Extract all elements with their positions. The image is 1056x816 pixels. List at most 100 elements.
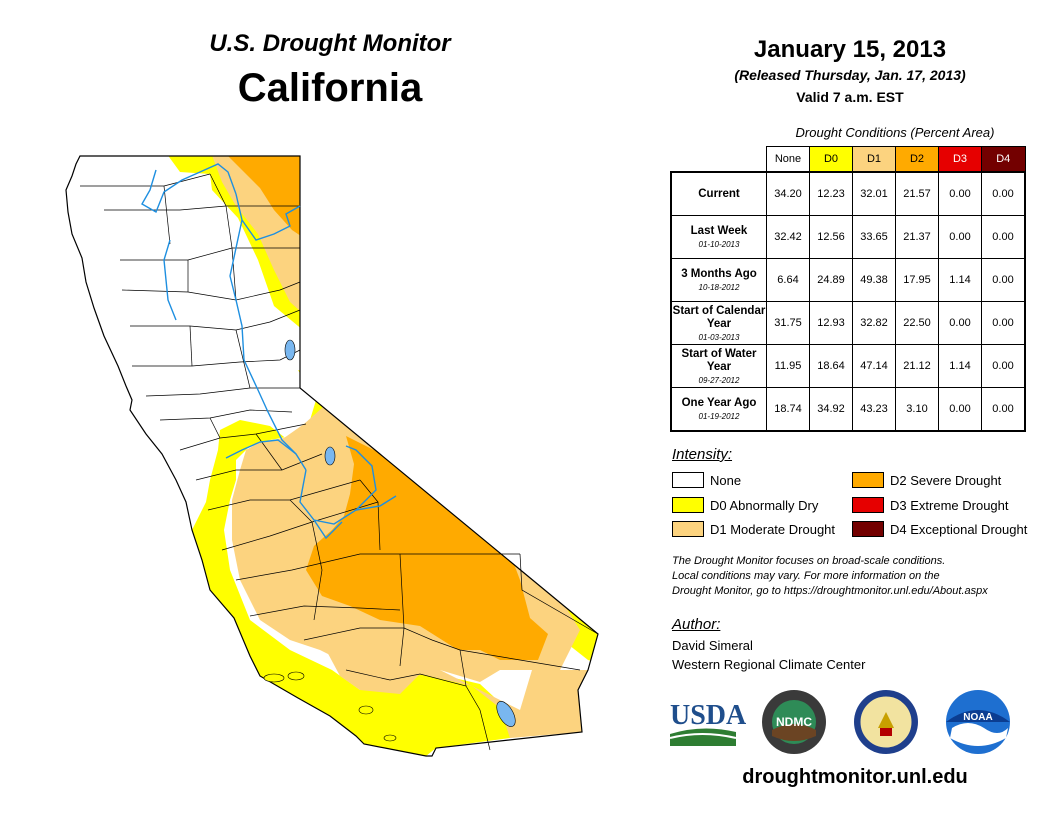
- legend-swatch: [672, 521, 704, 537]
- map-date: January 15, 2013: [753, 36, 947, 63]
- table-cell: 12.56: [809, 215, 853, 259]
- table-cell: 12.23: [809, 171, 853, 216]
- table-cell: 18.74: [766, 387, 810, 432]
- category-header: None: [766, 146, 810, 173]
- drought-statistics-table: None D0 D1 D2 D3 D4 Current 34.20 12.23 32.01 21.5…: [670, 146, 1026, 432]
- table-cell: 11.95: [766, 344, 810, 388]
- legend-label: None: [710, 472, 742, 488]
- row-label: Current: [670, 171, 767, 216]
- row-label: 3 Months Ago 10-18-2012: [670, 258, 767, 302]
- table-cell: 21.12: [895, 344, 939, 388]
- svg-text:NDMC: NDMC: [776, 715, 812, 729]
- legend-label: D3 Extreme Drought: [890, 497, 1009, 513]
- row-label: Last Week 01-10-2013: [670, 215, 767, 259]
- legend-label: D2 Severe Drought: [890, 472, 1002, 488]
- table-row: Last Week 01-10-2013 32.42 12.56 33.65 21.37 0…: [670, 215, 1026, 259]
- row-date: 01-19-2012: [698, 412, 740, 421]
- legend-swatch: [852, 497, 884, 513]
- region-title: California: [237, 66, 423, 110]
- table-row: Start of Calendar Year 01-03-2013 31.75 12.…: [670, 301, 1026, 345]
- legend-item: D2 Severe Drought: [852, 471, 1001, 489]
- table-cell: 0.00: [981, 215, 1026, 259]
- salton-sea: [496, 701, 516, 727]
- legend-label: D1 Moderate Drought: [710, 521, 836, 537]
- legend-swatch: [852, 472, 884, 488]
- legend-label: D0 Abnormally Dry: [710, 497, 819, 513]
- release-date: (Released Thursday, Jan. 17, 2013): [734, 67, 966, 83]
- table-cell: 0.00: [981, 344, 1026, 388]
- category-header: D4: [981, 146, 1026, 173]
- table-header-row: None D0 D1 D2 D3 D4: [671, 146, 1026, 173]
- author-name: David Simeral: [672, 638, 753, 653]
- row-label: Start of Water Year 09-27-2012: [670, 344, 767, 388]
- table-row: One Year Ago 01-19-2012 18.74 34.92 43.23 3.1…: [670, 387, 1026, 432]
- table-cell: 1.14: [938, 258, 982, 302]
- table-cell: 22.50: [895, 301, 939, 345]
- category-header: D1: [852, 146, 896, 173]
- table-cell: 34.20: [766, 171, 810, 216]
- noaa-logo: NOAA: [946, 690, 1010, 754]
- table-cell: 31.75: [766, 301, 810, 345]
- table-row: 3 Months Ago 10-18-2012 6.64 24.89 49.38 17.9…: [670, 258, 1026, 302]
- row-date: 10-18-2012: [698, 283, 740, 292]
- table-cell: 43.23: [852, 387, 896, 432]
- table-cell: 33.65: [852, 215, 896, 259]
- disclaimer-note: The Drought Monitor focuses on broad-sca…: [672, 555, 988, 597]
- category-header: D2: [895, 146, 939, 173]
- legend-swatch: [672, 472, 704, 488]
- table-cell: 32.42: [766, 215, 810, 259]
- website-url[interactable]: droughtmonitor.unl.edu: [742, 766, 968, 788]
- rivers: [141, 163, 397, 540]
- table-cell: 18.64: [809, 344, 853, 388]
- legend-item: D0 Abnormally Dry: [672, 496, 818, 514]
- lake-tahoe: [284, 339, 296, 361]
- row-label: Start of Calendar Year 01-03-2013: [670, 301, 767, 345]
- category-header: D3: [938, 146, 982, 173]
- table-cell: 0.00: [938, 215, 982, 259]
- valid-time: Valid 7 a.m. EST: [796, 89, 904, 105]
- ndmc-logo: NDMC: [762, 690, 826, 754]
- legend-swatch: [852, 521, 884, 537]
- table-cell: 21.57: [895, 171, 939, 216]
- d1-area-south: [310, 620, 588, 738]
- table-cell: 0.00: [938, 387, 982, 432]
- svg-text:NOAA: NOAA: [963, 712, 992, 723]
- county-lines: [80, 173, 599, 751]
- table-cell: 0.00: [938, 171, 982, 216]
- table-cell: 0.00: [981, 258, 1026, 302]
- row-date: 01-10-2013: [698, 240, 740, 249]
- legend-title: Intensity:: [672, 446, 733, 463]
- table-cell: 0.00: [981, 387, 1026, 432]
- table-cell: 32.82: [852, 301, 896, 345]
- table-cell: 47.14: [852, 344, 896, 388]
- commerce-seal-logo: [854, 690, 918, 754]
- legend-swatch: [672, 497, 704, 513]
- table-cell: 17.95: [895, 258, 939, 302]
- row-date: 09-27-2012: [698, 375, 740, 385]
- usda-logo: USDA: [669, 700, 747, 746]
- table-cell: 0.00: [981, 171, 1026, 216]
- legend-item: None: [672, 471, 741, 489]
- svg-text:USDA: USDA: [670, 700, 747, 731]
- table-cell: 49.38: [852, 258, 896, 302]
- table-cell: 0.00: [981, 301, 1026, 345]
- legend-item: D3 Extreme Drought: [852, 496, 1009, 514]
- table-caption: Drought Conditions (Percent Area): [795, 125, 995, 140]
- category-header: D0: [809, 146, 853, 173]
- d2-area-southern-sierra-desert: [306, 436, 548, 660]
- table-cell: 6.64: [766, 258, 810, 302]
- state-outline: [65, 155, 599, 757]
- table-cell: 24.89: [809, 258, 853, 302]
- author-organization: Western Regional Climate Center: [672, 657, 866, 672]
- table-row: Current 34.20 12.23 32.01 21.57 0.00 0.00: [670, 171, 1026, 216]
- mono-lake: [324, 446, 336, 466]
- legend-item: D1 Moderate Drought: [672, 520, 835, 538]
- legend-label: D4 Exceptional Drought: [890, 521, 1028, 537]
- channel-islands: [263, 671, 397, 742]
- monitor-title: U.S. Drought Monitor: [209, 30, 451, 57]
- table-cell: 21.37: [895, 215, 939, 259]
- author-heading: Author:: [672, 616, 721, 633]
- table-cell: 32.01: [852, 171, 896, 216]
- table-cell: 0.00: [938, 301, 982, 345]
- table-cell: 1.14: [938, 344, 982, 388]
